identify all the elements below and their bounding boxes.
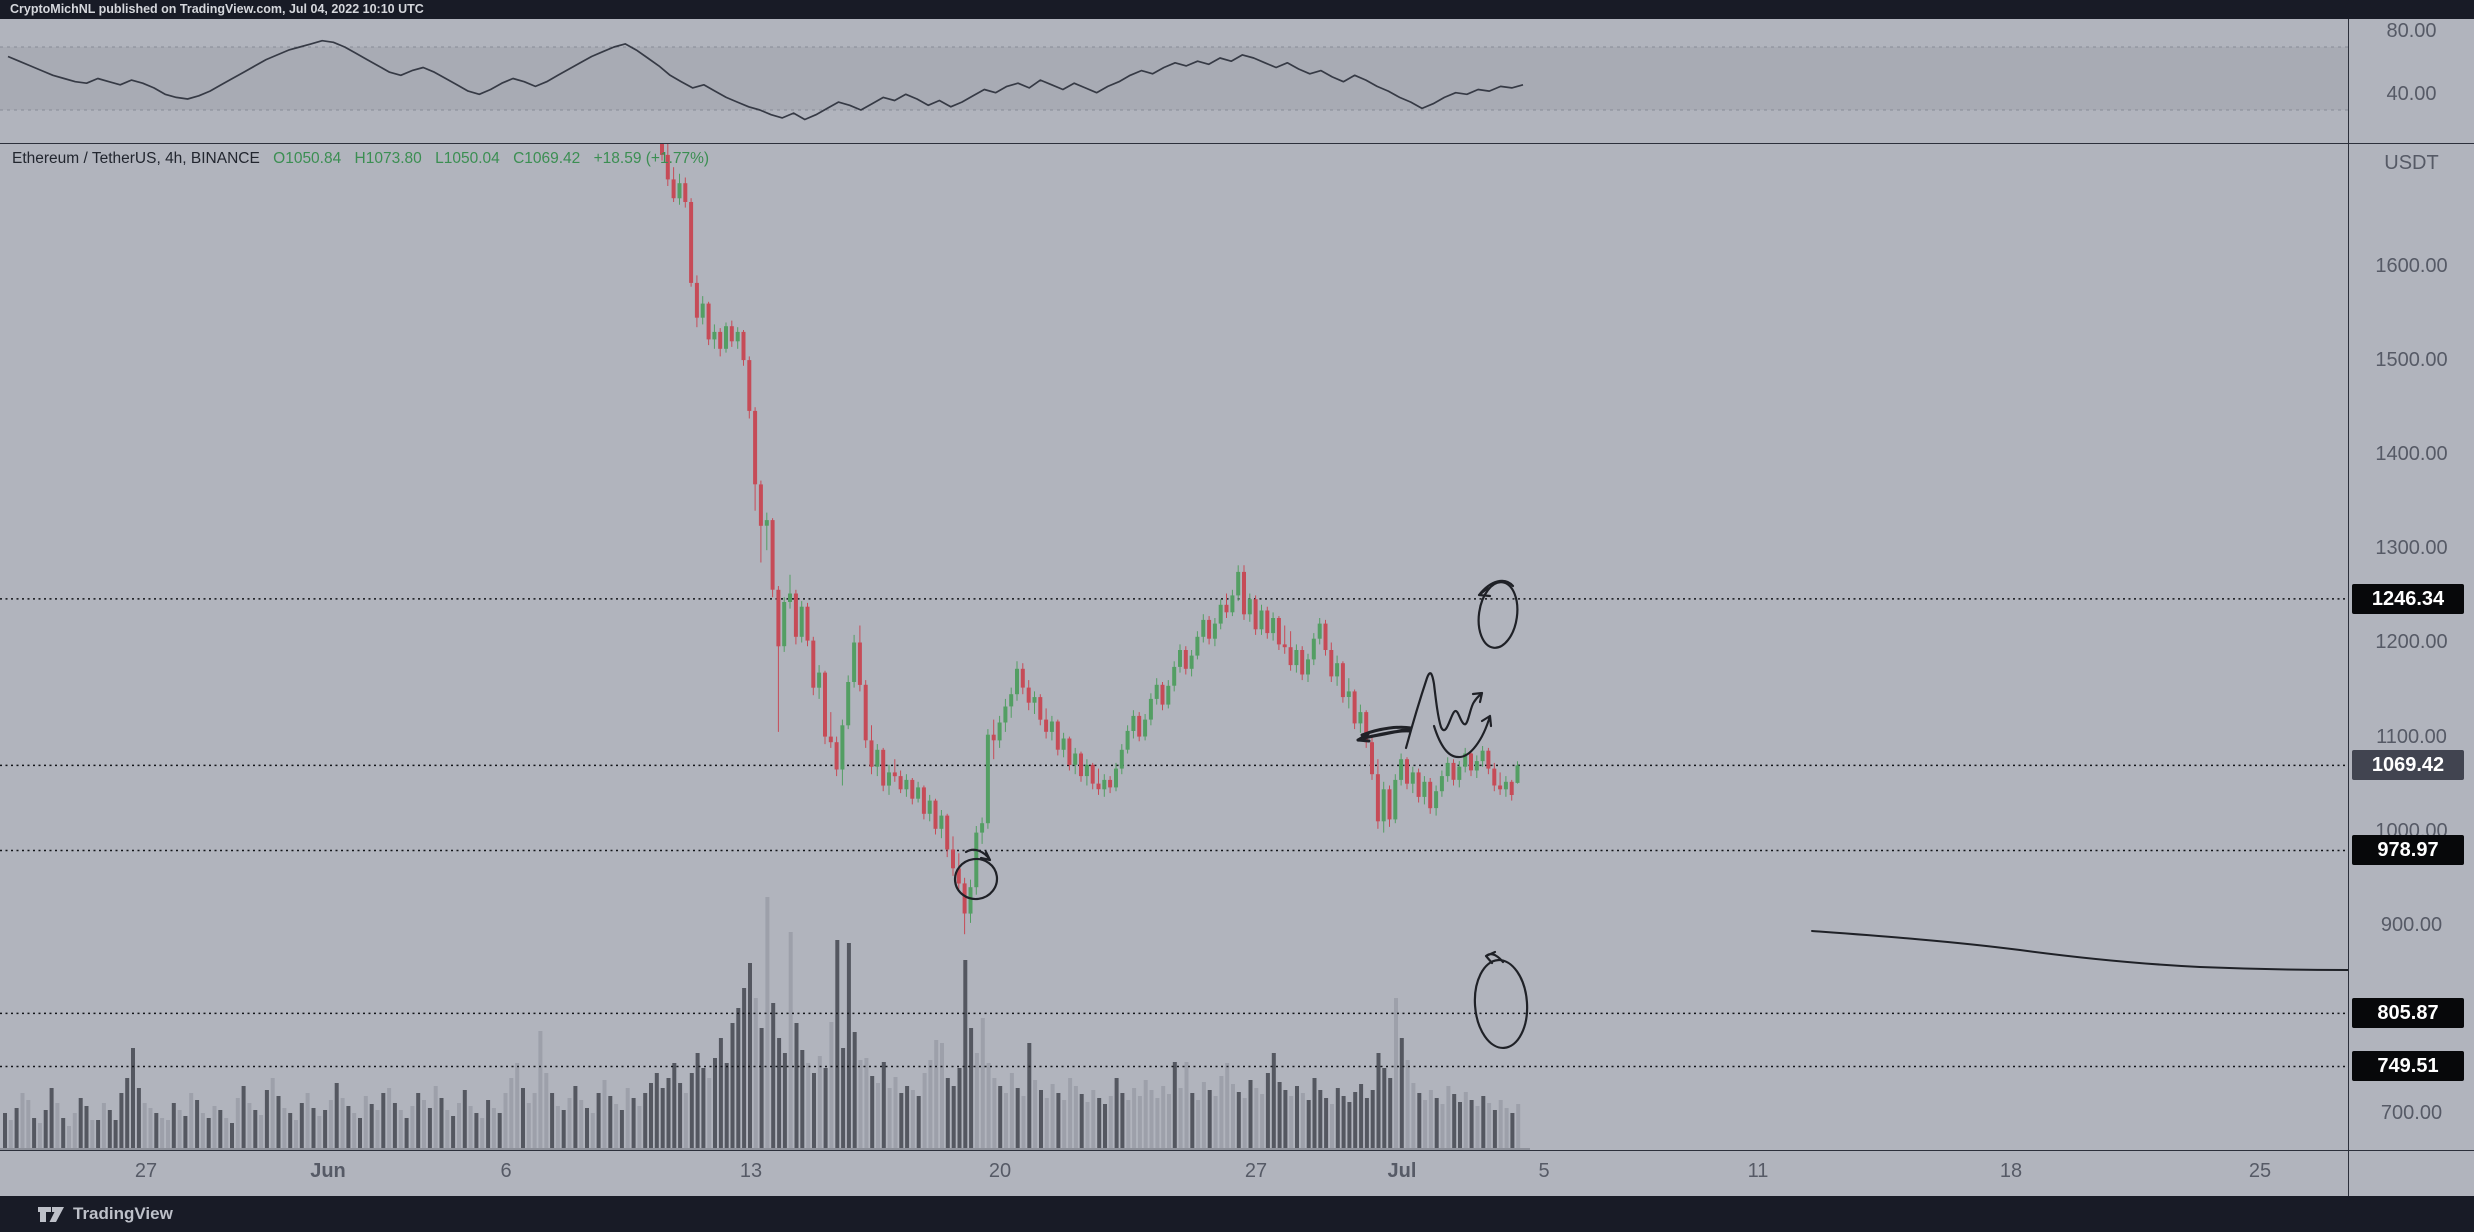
price-plot (0, 143, 2348, 1150)
time-axis-label: 18 (1999, 1160, 2023, 1182)
time-axis-label: 5 (1538, 1160, 1550, 1182)
price-level-badge: 978.97 (2352, 835, 2464, 866)
rsi-band (0, 47, 2348, 110)
price-axis-tick: 1100.00 (2376, 725, 2447, 748)
price-level-badge: 749.51 (2352, 1051, 2464, 1082)
time-axis-separator (0, 1150, 2474, 1151)
time-axis-label: Jul (1387, 1160, 1417, 1182)
hook-lower-circle (1484, 950, 1505, 965)
ohlc-close: C1069.42 (513, 150, 581, 167)
attribution-text: CryptoMichNL published on TradingView.co… (10, 2, 424, 16)
time-axis[interactable]: 27 Jun 6 13 20 27 Jul 5 11 18 25 (0, 1151, 2348, 1196)
time-axis-label: Jun (310, 1160, 346, 1182)
price-axis-tick: 1400.00 (2375, 443, 2448, 466)
rsi-pane[interactable] (0, 19, 2348, 143)
time-axis-label: 13 (739, 1160, 763, 1182)
ohlc-open: O1050.84 (273, 150, 342, 167)
ohlc-high: H1073.80 (354, 150, 422, 167)
circle-upper-target (1477, 581, 1519, 649)
pane-separator[interactable] (0, 143, 2474, 144)
circle-june-low (953, 857, 999, 901)
price-level-badge: 805.87 (2352, 998, 2464, 1029)
scribble-level (1356, 725, 1413, 743)
arrow-into-1246 (1477, 579, 1515, 598)
price-axis-tick: 1500.00 (2375, 349, 2448, 372)
price-axis-tick: 900.00 (2380, 913, 2443, 936)
swoosh-arrow-up (1432, 714, 1493, 759)
volume-layer (3, 897, 1521, 1148)
rsi-line (7, 39, 1524, 121)
ohlc-change: +18.59 (+1.77%) (593, 150, 710, 167)
price-axis[interactable]: USDT 80.00 40.00 1600.00 1500.00 1400.00 1300… (2348, 19, 2474, 1196)
tradingview-watermark[interactable]: TradingView (38, 1196, 173, 1232)
time-axis-label: 25 (2248, 1160, 2272, 1182)
footer-bar: TradingView (0, 1196, 2474, 1232)
circle-lower-target (1473, 958, 1529, 1050)
current-price-badge: 1069.42 (2352, 750, 2464, 781)
price-axis-tick: 1300.00 (2375, 537, 2448, 560)
time-axis-label: 6 (500, 1160, 512, 1182)
candles-layer (660, 143, 1520, 935)
hook-june-low (964, 848, 992, 862)
price-axis-tick: 1200.00 (2375, 631, 2448, 654)
time-axis-label: 27 (1244, 1160, 1268, 1182)
rsi-axis-tick: 80.00 (2386, 20, 2437, 43)
time-axis-divider (2349, 1150, 2474, 1151)
time-axis-label: 11 (1747, 1160, 1769, 1182)
price-axis-tick: 1600.00 (2375, 255, 2448, 277)
symbol-legend: Ethereum / TetherUS, 4h, BINANCE O1050.8… (12, 150, 709, 168)
time-axis-label: 27 (134, 1160, 158, 1182)
trend-curve (1811, 930, 2348, 971)
tradingview-watermark-text: TradingView (73, 1204, 173, 1223)
rsi-main-axis-divider (2349, 143, 2474, 144)
symbol-title: Ethereum / TetherUS, 4h, BINANCE (12, 150, 260, 167)
price-level-badge: 1246.34 (2352, 583, 2464, 614)
rsi-plot (0, 39, 2348, 121)
rsi-axis-tick: 40.00 (2386, 83, 2437, 106)
ohlc-low: L1050.04 (435, 150, 500, 167)
price-axis-tick: 700.00 (2380, 1102, 2443, 1125)
price-level-lines (0, 598, 2348, 1068)
tradingview-logo-icon (38, 1206, 64, 1222)
price-pane[interactable] (0, 143, 2348, 1150)
axis-currency-label: USDT (2384, 152, 2439, 174)
squiggle-spike-wave (1404, 672, 1484, 750)
attribution-bar: CryptoMichNL published on TradingView.co… (0, 0, 2474, 19)
time-axis-label: 20 (988, 1160, 1012, 1182)
ink-annotations (953, 579, 2348, 1050)
